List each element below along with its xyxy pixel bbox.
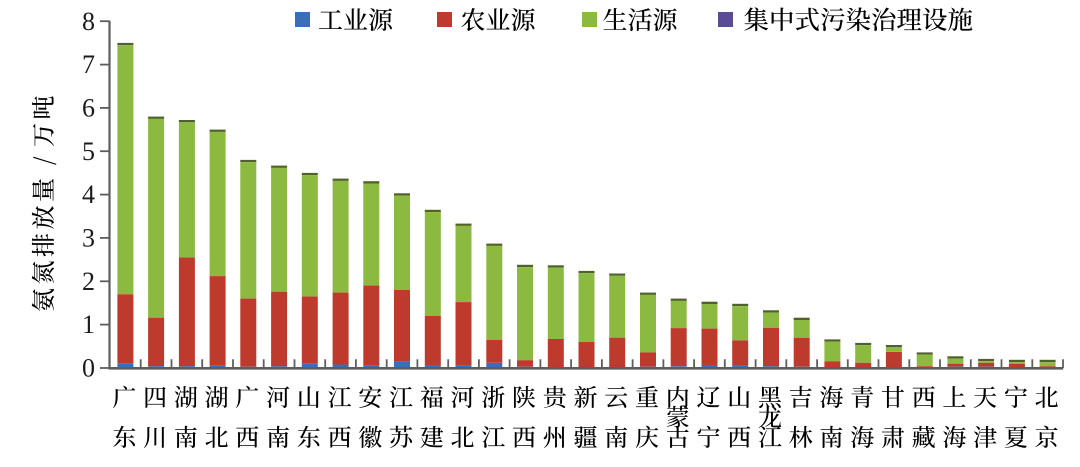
svg-text:1: 1: [82, 310, 95, 339]
svg-text:2: 2: [82, 267, 95, 296]
svg-text:3: 3: [82, 224, 95, 253]
svg-text:4: 4: [82, 180, 95, 209]
svg-text:7: 7: [82, 50, 95, 79]
svg-text:8: 8: [82, 7, 95, 36]
svg-text:0: 0: [82, 354, 95, 383]
svg-text:5: 5: [82, 137, 95, 166]
svg-text:6: 6: [82, 94, 95, 123]
